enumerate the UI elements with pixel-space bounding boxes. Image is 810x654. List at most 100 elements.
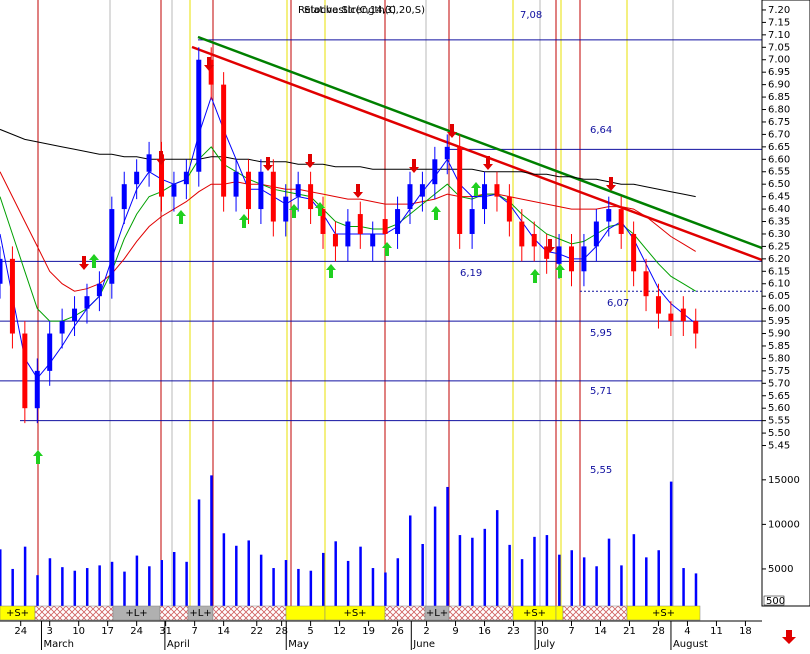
candle-body [134,171,140,185]
signal-segment [34,605,114,621]
candle-body [606,209,612,222]
candle-body [419,184,425,197]
y-tick-label: 6.50 [768,179,790,190]
y-tick-label: 7.05 [768,42,790,53]
signal-label: +S+ [6,608,29,619]
candle-body [159,154,165,197]
y-tick-label: 6.80 [768,105,790,116]
candle-body [544,246,550,259]
x-tick-label: 24 [14,626,27,637]
candle-body [146,154,152,172]
signal-label: +L+ [125,608,147,619]
volume-bar [322,552,325,614]
x-tick-label: 26 [391,626,404,637]
x-tick-label: 19 [362,626,375,637]
volume-bar [570,550,573,614]
candle-body [109,209,115,284]
volume-bar [135,555,139,614]
level-label: 5,95 [590,328,612,339]
volume-bar [346,560,350,614]
volume-bar [160,560,164,614]
y-tick-label: 7.15 [768,17,790,28]
candle-body [84,296,90,309]
x-tick-label: 28 [652,626,665,637]
signal-label: +L+ [189,608,211,619]
y-tick-label: 6.00 [768,304,790,315]
y-tick-label: 6.60 [768,154,790,165]
volume-bar [272,568,275,614]
candle-body [655,296,661,314]
candle-body [581,246,587,272]
candle-body [357,214,363,234]
volume-bar [669,481,673,614]
sell-arrow [305,154,315,168]
signal-label: +S+ [523,608,546,619]
x-tick-label: 14 [594,626,607,637]
volume-bar [185,561,188,614]
signal-segment [384,605,426,621]
volume-bar [0,549,2,614]
volume-bar [73,570,77,614]
x-tick-label: 11 [710,626,723,637]
volume-bar [595,566,598,614]
volume-bar [682,568,685,614]
x-tick-label: 3 [47,626,53,637]
volume-bar [210,475,213,614]
volume-bar [334,541,337,614]
candle-body [457,146,463,234]
volume-bar [471,537,474,614]
x-tick-label: 4 [684,626,690,637]
buy-arrow [289,204,299,218]
y-tick-label: 6.85 [768,92,790,103]
y-tick-label: 6.90 [768,80,790,91]
sell-arrow [353,184,363,198]
candle-body [96,283,102,297]
candle-body [295,184,301,197]
volume-bar [657,550,660,614]
volume-bar [458,535,462,614]
buy-arrow [382,242,392,256]
candle-body [47,333,53,371]
volume-bar [148,566,151,614]
signal-segment [212,605,287,621]
level-label: 5,55 [590,465,612,476]
x-tick-label: 16 [478,626,491,637]
candle-body [444,146,450,160]
candle-body [631,233,637,272]
y-tick-label: 5.50 [768,428,790,439]
sell-arrow [263,157,273,171]
moving-average [0,128,696,198]
x-tick-label: 31 [159,626,172,637]
volume-bar [309,570,313,614]
y-tick-label: 5.95 [768,316,790,327]
volume-bar [533,536,536,614]
volume-bar [508,544,511,614]
volume-bar [645,557,648,614]
sell-arrow [447,124,457,138]
candle-body [258,171,264,210]
signal-segment [555,605,564,621]
candle-body [283,196,289,222]
signal-label: +S+ [652,608,675,619]
scale-box [763,595,785,606]
candle-body [308,184,314,210]
volume-bar [222,533,226,614]
signal-label: +L+ [426,608,448,619]
x-tick-label: 17 [101,626,114,637]
y-tick-label: 6.75 [768,117,790,128]
volume-bar [620,565,623,614]
volume-bar [396,558,400,614]
volume-bar [495,510,499,614]
volume-bar [172,552,176,614]
volume-bar [545,535,549,614]
volume-tick-label: 5000 [768,564,793,575]
level-label: 6,07 [607,298,629,309]
volume-bar [408,515,412,614]
volume-bar [284,560,288,614]
candle-body [332,233,338,247]
sell-arrow [545,239,555,253]
level-label: 5,71 [590,386,612,397]
y-tick-label: 5.75 [768,366,790,377]
x-tick-label: 7 [191,626,197,637]
